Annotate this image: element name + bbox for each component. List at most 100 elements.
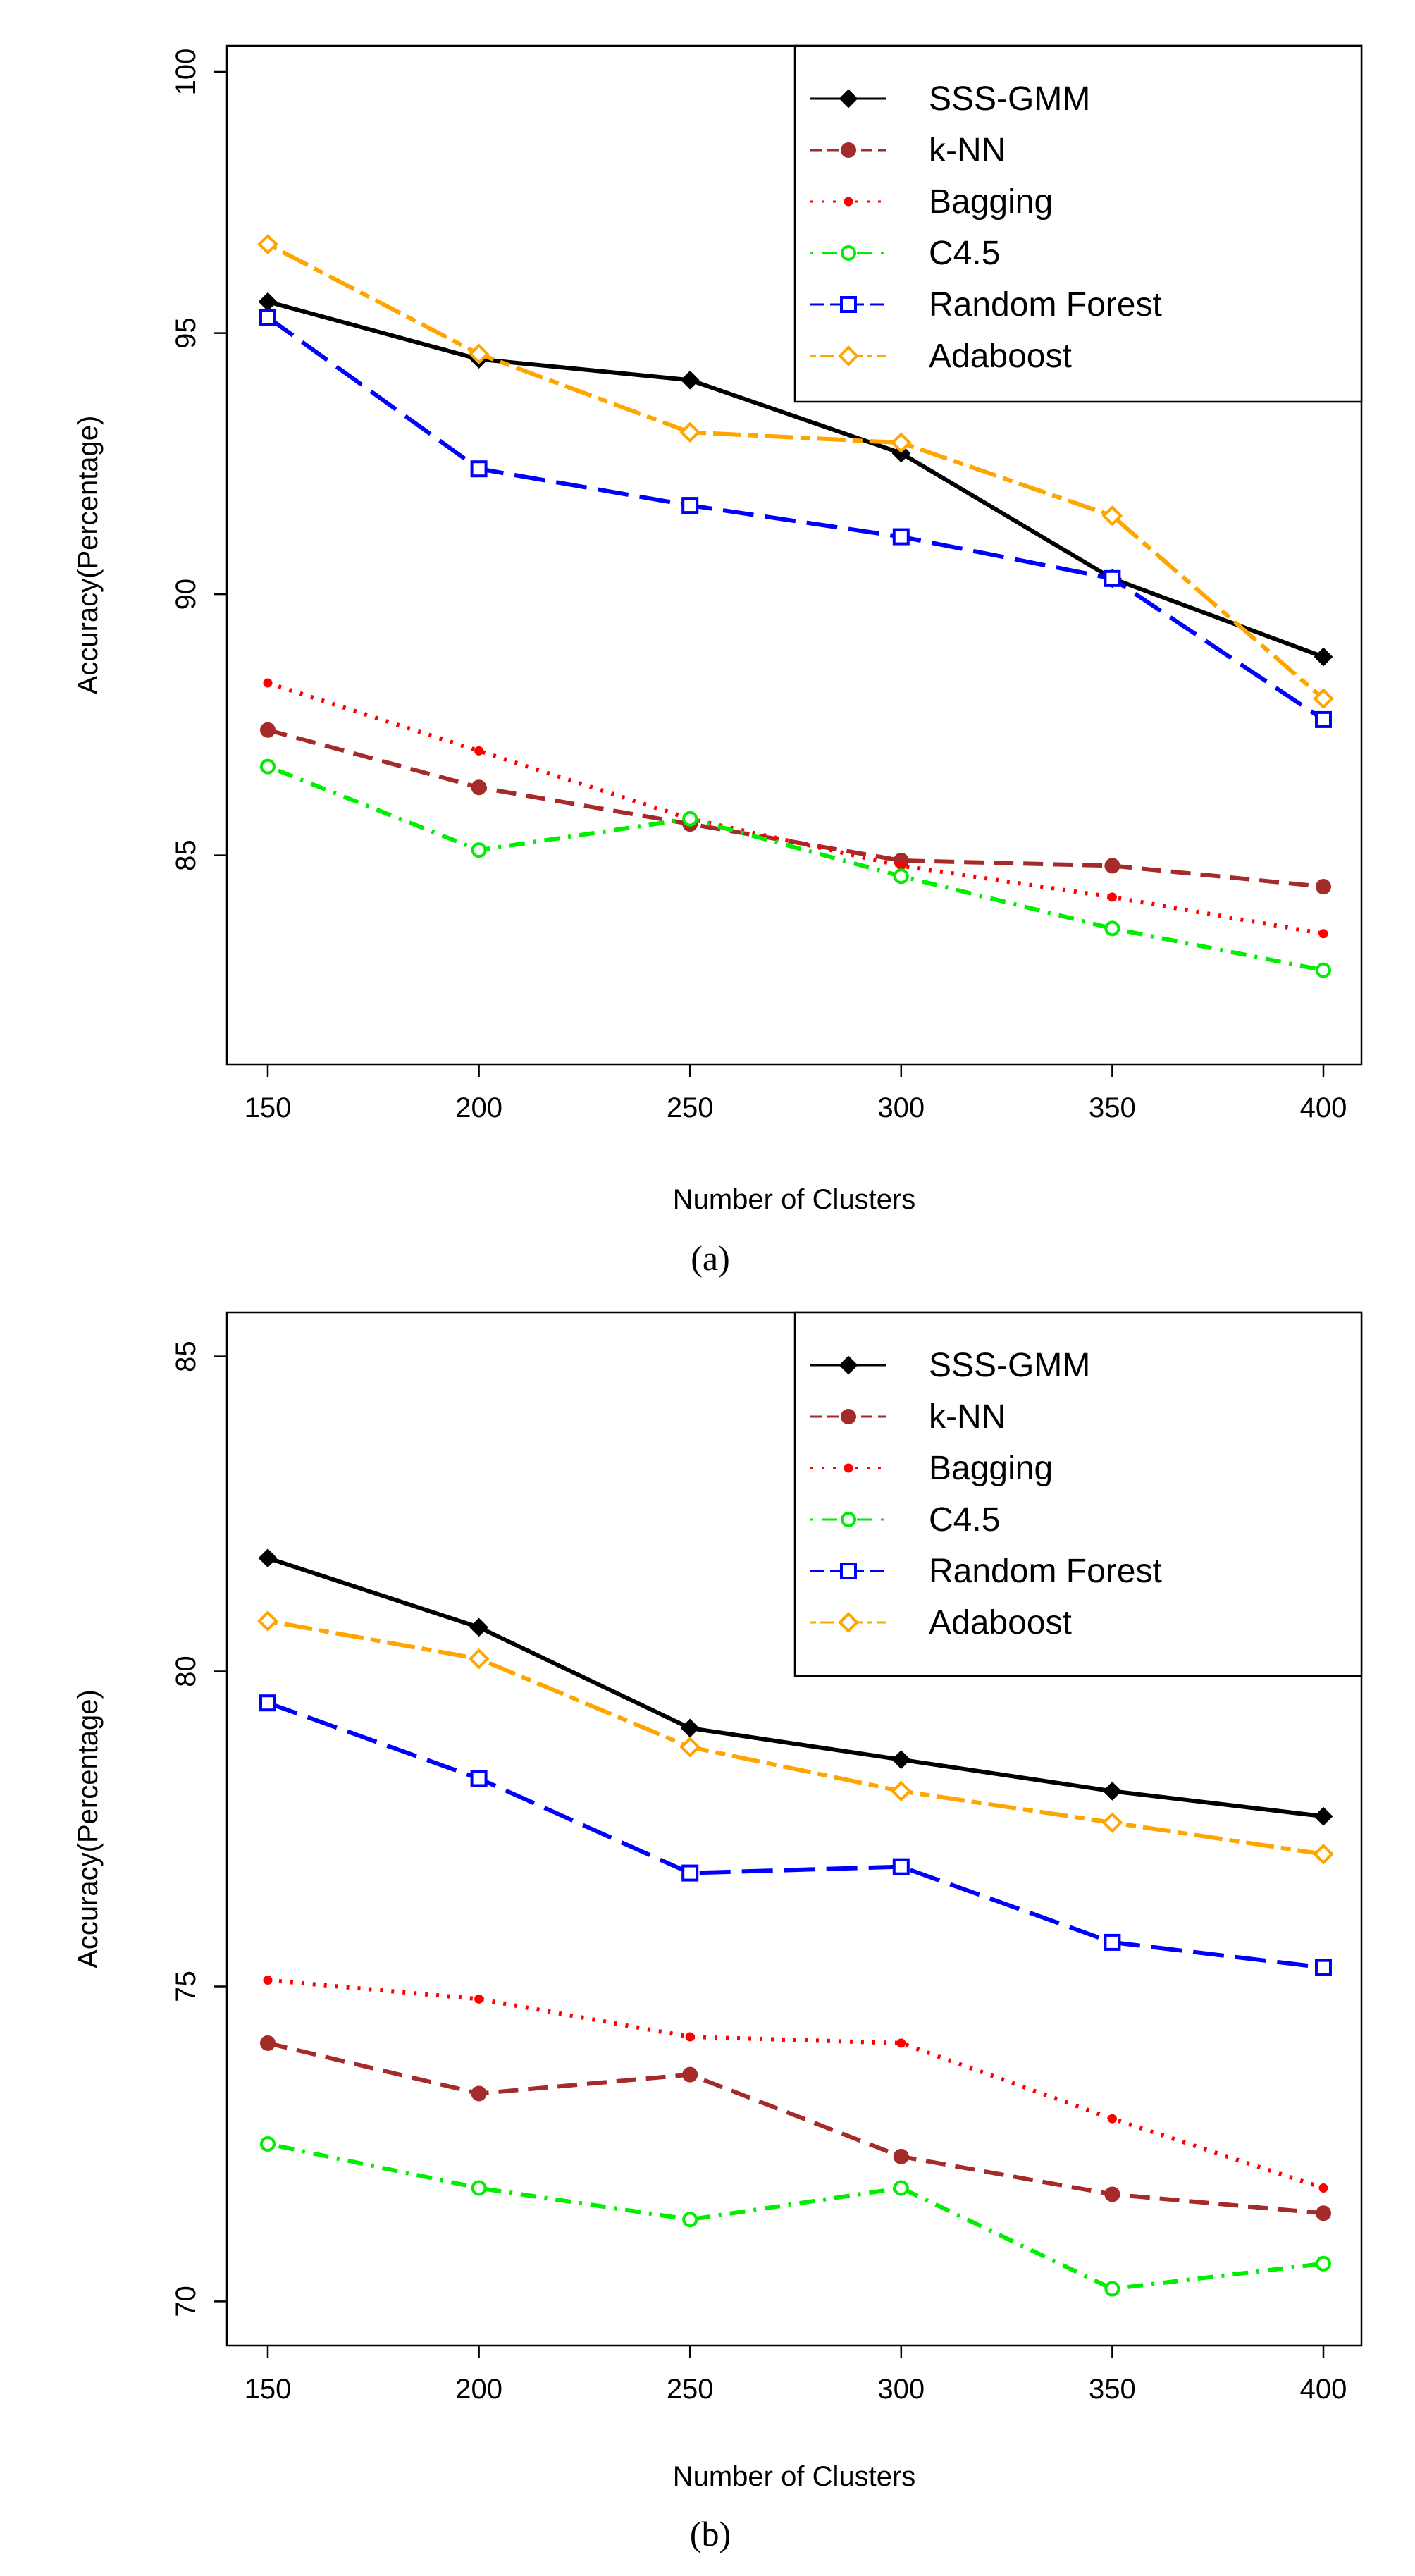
y-tick-label: 85 [171,839,202,871]
series-line-k-nn [267,727,1324,889]
x-tick-label: 400 [1300,2374,1347,2405]
data-point-random-forest [470,1770,488,1787]
caption-a: (a) [691,1238,730,1278]
series-line-c4-5 [267,2142,1324,2291]
y-tick-label: 75 [171,1971,202,2002]
series-line-sss-gmm [267,300,1325,659]
x-tick-label: 150 [245,2374,292,2405]
data-point-bagging [896,2038,906,2048]
data-point-c4-5 [893,868,909,885]
data-point-c4-5 [682,2212,698,2228]
data-point-adaboost [890,1780,912,1802]
data-point-bagging [1318,2183,1328,2193]
y-tick-label: 90 [171,579,202,610]
legend-label-c4-5: C4.5 [929,235,1000,272]
x-axis-label: Number of Clusters [673,1184,916,1215]
legend-marker-k-nn [841,1409,856,1424]
data-point-random-forest [259,1694,276,1712]
data-point-random-forest [681,1864,699,1882]
data-point-c4-5 [1316,2255,1331,2272]
data-point-k-nn [260,722,276,738]
data-point-c4-5 [260,758,276,775]
data-point-adaboost [257,233,278,255]
data-point-adaboost [1313,688,1334,710]
legend-marker-c4-5 [841,1512,856,1527]
legend-label-sss-gmm: SSS-GMM [929,1347,1090,1384]
x-tick-label: 250 [667,2374,714,2405]
data-point-sss-gmm [258,1548,278,1568]
series-line-c4-5 [266,764,1324,973]
data-point-sss-gmm [680,1718,700,1738]
legend-marker-bagging [844,1463,853,1473]
legend-marker-sss-gmm [839,89,858,109]
legend-marker-c4-5 [841,245,856,261]
x-tick-label: 350 [1089,1092,1136,1123]
data-point-k-nn [1316,2205,1331,2221]
data-point-k-nn [471,2085,487,2102]
data-point-c4-5 [1104,2281,1120,2297]
data-point-adaboost [1101,505,1123,526]
x-tick-label: 250 [667,1092,714,1123]
data-point-k-nn [1104,858,1120,874]
data-point-bagging [474,1994,484,2004]
series-line-k-nn [267,2041,1324,2216]
data-point-bagging [685,2032,695,2042]
data-point-random-forest [470,460,488,478]
series-line-sss-gmm [267,1555,1324,1819]
y-axis-label: Accuracy(Percentage) [73,416,104,695]
legend-label-bagging: Bagging [929,183,1053,221]
legend-marker-random-forest [840,1563,857,1579]
legend-label-k-nn: k-NN [929,1398,1006,1436]
y-tick-label: 85 [171,1341,202,1372]
data-point-bagging [1318,929,1328,939]
data-point-bagging [1107,892,1117,902]
series-line-adaboost [266,242,1325,701]
x-tick-label: 300 [877,1092,925,1123]
y-tick-label: 80 [171,1656,202,1687]
data-point-k-nn [1104,2186,1120,2202]
legend-marker-random-forest [840,296,857,313]
legend-marker-k-nn [841,142,856,158]
data-point-bagging [263,1976,273,1985]
data-point-adaboost [679,421,701,443]
x-tick-label: 200 [455,1092,502,1123]
data-point-sss-gmm [1314,1806,1333,1826]
data-point-sss-gmm [1314,647,1333,667]
y-tick-label: 70 [171,2286,202,2317]
data-point-random-forest [1104,1933,1121,1951]
data-point-random-forest [892,1858,910,1875]
data-point-adaboost [257,1610,278,1632]
data-point-sss-gmm [1102,1781,1122,1801]
data-point-sss-gmm [258,292,278,312]
data-point-adaboost [1101,1812,1123,1833]
data-point-random-forest [1104,569,1121,587]
data-point-k-nn [1316,879,1331,895]
legend: SSS-GMM k-NN Bagging C4.5 Random Forest Adabo… [793,44,1363,403]
data-point-sss-gmm [680,370,700,390]
y-axis-label: Accuracy(Percentage) [73,1689,104,1968]
x-tick-label: 350 [1089,2374,1136,2405]
series-line-adaboost [267,1619,1324,1856]
legend-label-k-nn: k-NN [929,132,1006,169]
chart-panel-b: 150 200 250 300 350 400 70 75 80 85 Number of Clus… [73,1311,1363,2492]
data-point-sss-gmm [891,1750,911,1770]
data-point-c4-5 [260,2136,276,2152]
legend-marker-adaboost [838,1612,859,1633]
data-point-c4-5 [1104,920,1120,937]
legend-label-bagging: Bagging [929,1450,1053,1487]
data-point-random-forest [1315,710,1332,728]
caption-b: (b) [690,2514,731,2553]
legend-marker-bagging [844,197,853,207]
series-line-bagging [267,681,1324,936]
data-point-k-nn [471,779,487,796]
data-point-adaboost [890,432,912,454]
data-point-random-forest [1315,1959,1332,1976]
legend-box [793,1311,1363,1677]
data-point-c4-5 [471,842,487,858]
y-tick-label: 95 [171,317,202,349]
series-line-random-forest [266,1701,1324,1970]
x-tick-label: 200 [455,2374,502,2405]
legend-label-adaboost: Adaboost [929,1604,1072,1641]
x-tick-label: 150 [245,1092,292,1123]
data-point-bagging [1107,2114,1117,2124]
